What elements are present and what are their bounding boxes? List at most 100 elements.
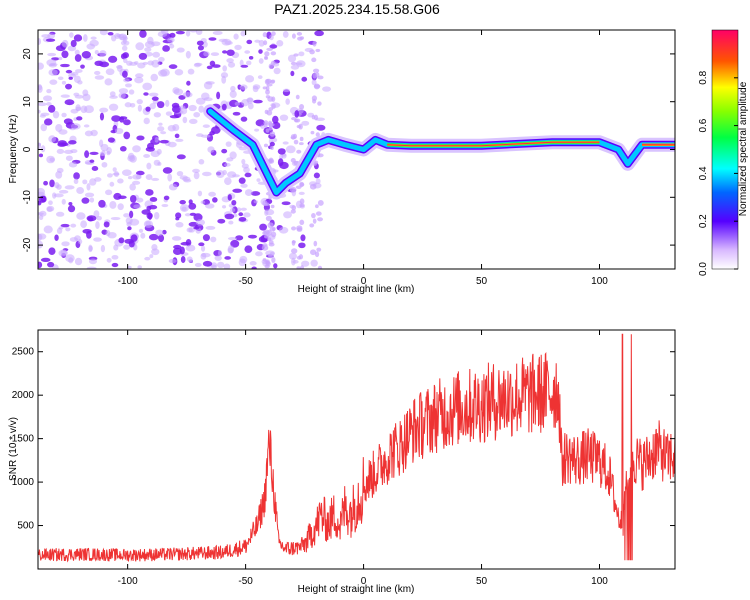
- spectrogram-noise-dot: [151, 243, 158, 251]
- spectrogram-noise-dot: [65, 83, 72, 90]
- snr-ytick-label: 2500: [12, 347, 35, 358]
- spectrogram-noise-dot: [119, 146, 127, 152]
- spectrogram-noise-dot: [185, 244, 196, 252]
- spectrogram-noise-dot: [268, 253, 273, 259]
- spectrogram-noise-dot: [313, 172, 320, 179]
- spectrogram-noise-dot: [272, 121, 281, 130]
- spectrogram-noise-dot: [47, 52, 57, 57]
- spectrogram-noise-dot: [134, 76, 144, 84]
- spectrogram-noise-dot: [127, 175, 133, 180]
- spectrogram-noise-dot: [223, 263, 231, 269]
- spectrogram-noise-dot: [77, 80, 83, 85]
- spectrogram-noise-dot: [241, 163, 249, 169]
- spectrogram-noise-dot: [230, 239, 240, 248]
- spectrogram-noise-dot: [188, 104, 197, 112]
- spectrogram-noise-dot: [257, 75, 263, 80]
- spectrogram-noise-dot: [145, 106, 151, 112]
- chart-title: PAZ1.2025.234.15.58.G06: [274, 1, 440, 17]
- spectrogram-noise-dot: [244, 172, 252, 178]
- spectrogram-noise-dot: [129, 195, 137, 203]
- spectrogram-noise-dot: [162, 45, 170, 52]
- spectrogram-noise-dot: [73, 178, 79, 185]
- spectrogram-noise-dot: [167, 141, 177, 148]
- snr-ytick-label: 1000: [12, 477, 35, 488]
- spectrogram-xtick-label: -50: [238, 276, 253, 287]
- spectrogram-noise-dot: [185, 30, 191, 37]
- spectrogram-noise-dot: [300, 234, 306, 242]
- spectrogram-noise-dot: [217, 261, 225, 269]
- spectrogram-noise-dot: [238, 212, 244, 217]
- spectrogram-noise-dot: [273, 263, 278, 269]
- spectrogram-noise-dot: [186, 80, 191, 86]
- spectrogram-noise-dot: [80, 105, 88, 114]
- spectrogram-noise-dot: [254, 39, 261, 43]
- spectrogram-noise-dot: [175, 221, 184, 228]
- spectrogram-noise-dot: [299, 203, 305, 208]
- spectrogram-noise-dot: [270, 31, 276, 36]
- spectrogram-ytick-label: 20: [22, 48, 33, 60]
- spectrogram-noise-dot: [316, 247, 322, 252]
- spectrogram-noise-dot: [256, 178, 261, 182]
- spectrogram-noise-dot: [224, 162, 231, 167]
- spectrogram-noise-dot: [175, 138, 184, 142]
- spectrogram-noise-dot: [107, 232, 117, 239]
- spectrogram-noise-dot: [295, 62, 303, 66]
- spectrogram-noise-dot: [163, 195, 170, 201]
- spectrogram-noise-dot: [38, 261, 43, 269]
- spectrogram-noise-dot: [136, 197, 144, 203]
- spectrogram-noise-dot: [174, 69, 184, 76]
- spectrogram-noise-dot: [243, 212, 251, 218]
- spectrogram-noise-dot: [299, 219, 305, 226]
- spectrogram-noise-dot: [265, 215, 272, 222]
- spectrogram-noise-dot: [128, 89, 135, 95]
- spectrogram-noise-dot: [239, 84, 248, 90]
- spectrogram-noise-dot: [165, 111, 173, 116]
- spectrogram-noise-dot: [185, 50, 191, 59]
- spectrogram-noise-dot: [182, 91, 193, 98]
- colorbar-tick-label: 0.8: [698, 70, 709, 84]
- spectrogram-noise-dot: [151, 41, 161, 47]
- spectrogram-noise-dot: [61, 198, 66, 205]
- spectrogram-noise-dot: [46, 102, 52, 106]
- spectrogram-noise-dot: [240, 30, 247, 37]
- spectrogram-noise-dot: [246, 39, 253, 45]
- spectrogram-noise-dot: [158, 69, 168, 77]
- spectrogram-noise-dot: [221, 103, 227, 111]
- spectrogram-noise-dot: [114, 128, 124, 135]
- spectrogram-noise-dot: [46, 206, 53, 213]
- snr-xlabel: Height of straight line (km): [298, 584, 415, 595]
- spectrogram-noise-dot: [99, 112, 105, 121]
- spectrogram-noise-dot: [290, 158, 296, 163]
- spectrogram-noise-dot: [238, 177, 246, 184]
- spectrogram-noise-dot: [270, 146, 274, 151]
- spectrogram-noise-dot: [43, 95, 53, 102]
- spectrogram-noise-dot: [74, 49, 80, 56]
- spectrogram-noise-dot: [193, 226, 200, 230]
- spectrogram-noise-dot: [265, 85, 270, 92]
- spectrogram-noise-dot: [93, 210, 100, 218]
- spectrogram-noise-dot: [76, 186, 85, 195]
- spectrogram-noise-dot: [229, 90, 237, 99]
- spectrogram-noise-dot: [67, 205, 76, 213]
- spectrogram-noise-dot: [315, 48, 321, 53]
- spectrogram-xlabel: Height of straight line (km): [298, 284, 415, 295]
- spectrogram-noise-dot: [153, 211, 160, 220]
- spectrogram-noise-dot: [271, 103, 276, 109]
- spectrogram-noise-dot: [299, 103, 305, 110]
- spectrogram-noise-dot: [55, 123, 63, 132]
- spectrogram-noise-dot: [60, 249, 67, 256]
- spectrogram-noise-dot: [111, 262, 119, 268]
- spectrogram-noise-dot: [268, 157, 274, 163]
- spectrogram-noise-dot: [57, 76, 64, 81]
- spectrogram-noise-dot: [38, 233, 43, 241]
- spectrogram-noise-dot: [311, 95, 318, 102]
- spectrogram-noise-dot: [230, 85, 236, 92]
- colorbar-tick-label: 0.6: [698, 118, 709, 132]
- spectrogram-noise-dot: [282, 141, 289, 145]
- spectrogram-noise-dot: [315, 178, 321, 185]
- spectrogram-noise-dot: [310, 130, 315, 135]
- spectrogram-noise-dot: [70, 223, 77, 228]
- spectrogram-noise-dot: [129, 183, 136, 191]
- spectrogram-noise-dot: [171, 236, 182, 241]
